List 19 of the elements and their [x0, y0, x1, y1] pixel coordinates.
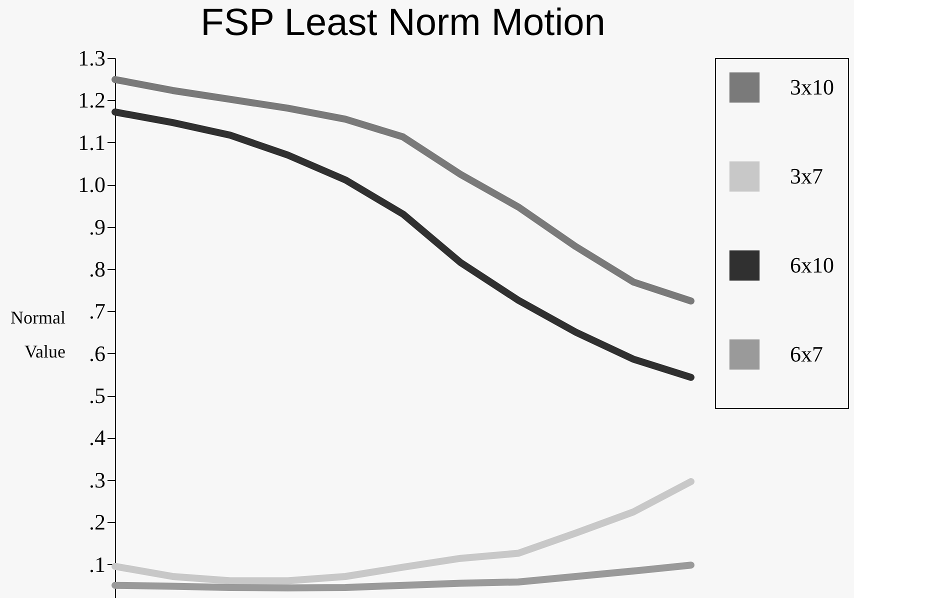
y-tick-label: .6 — [89, 340, 106, 366]
y-tick-label: .5 — [89, 383, 106, 408]
y-tick-label: 1.1 — [78, 130, 106, 155]
y-axis-title: Normal Value — [10, 308, 66, 362]
y-tick-label: .9 — [89, 214, 106, 240]
y-tick-label: .2 — [89, 510, 106, 535]
legend-label: 3x7 — [790, 164, 823, 188]
legend-label: 3x10 — [790, 74, 834, 100]
y-tick-label: 1.3 — [78, 46, 106, 70]
y-tick-label: .8 — [89, 256, 106, 282]
chart-title: FSP Least Norm Motion — [200, 2, 606, 44]
y-tick-label: 1.2 — [78, 88, 106, 113]
y-tick-label: .1 — [89, 552, 106, 577]
y-tick-label: .7 — [89, 298, 106, 324]
y-tick-label: .3 — [89, 467, 106, 492]
y-tick-label: .4 — [89, 425, 106, 450]
legend-label: 6x7 — [790, 342, 823, 366]
legend-label: 6x10 — [790, 252, 834, 278]
y-tick-label: 1.0 — [78, 172, 106, 198]
